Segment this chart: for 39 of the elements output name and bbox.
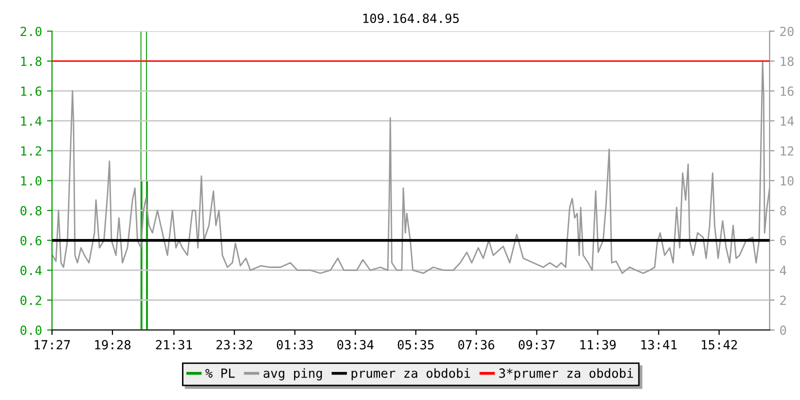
x-tick-label: 05:35 <box>398 340 434 350</box>
x-tick-label: 09:37 <box>518 340 555 350</box>
y-tick-label: 0.6 <box>20 236 42 246</box>
y-tick-label: 0.2 <box>20 296 42 306</box>
y-tick-label: 0.4 <box>20 266 42 276</box>
y2-tick-label: 10 <box>780 176 794 186</box>
x-tick-label: 15:42 <box>702 340 737 350</box>
x-tick-label: 13:41 <box>641 340 677 350</box>
y-tick-label: 2.0 <box>20 26 42 36</box>
y2-tick-label: 16 <box>780 86 794 96</box>
y2-tick-label: 14 <box>780 116 794 126</box>
y2-tick-label: 2 <box>780 296 786 305</box>
y-tick-label: 1.2 <box>21 146 42 156</box>
x-tick-label: 21:31 <box>156 340 192 350</box>
x-tick-label: 23:32 <box>216 340 252 350</box>
y-tick-label: 1.0 <box>21 176 42 186</box>
legend-label: % PL <box>205 368 235 378</box>
x-tick-label: 17:27 <box>34 340 70 350</box>
x-tick-label: 01:33 <box>276 340 313 350</box>
x-tick-label: 19:28 <box>95 340 130 350</box>
x-tick-label: 07:36 <box>458 340 494 350</box>
y2-tick-label: 6 <box>780 236 786 246</box>
y2-tick-label: 8 <box>780 206 786 216</box>
legend-label: avg ping <box>264 368 322 380</box>
y2-tick-label: 12 <box>780 146 794 156</box>
y2-tick-label: 20 <box>780 26 794 36</box>
legend-label: prumer za obdobi <box>352 368 470 380</box>
y-tick-label: 0.8 <box>20 206 42 216</box>
y-tick-label: 1.6 <box>21 86 42 96</box>
x-tick-label: 03:34 <box>337 340 374 350</box>
y-tick-label: 1.8 <box>21 56 42 66</box>
y2-tick-label: 0 <box>780 326 786 335</box>
y-tick-label: 1.4 <box>21 116 42 126</box>
x-tick-label: 11:39 <box>580 340 616 350</box>
y2-tick-label: 18 <box>780 56 794 66</box>
y-tick-label: 0.0 <box>20 326 42 335</box>
chart-title: 109.164.84.95 <box>363 14 459 24</box>
y2-tick-label: 4 <box>780 266 786 276</box>
legend-label: 3*prumer za obdobi <box>499 368 634 380</box>
